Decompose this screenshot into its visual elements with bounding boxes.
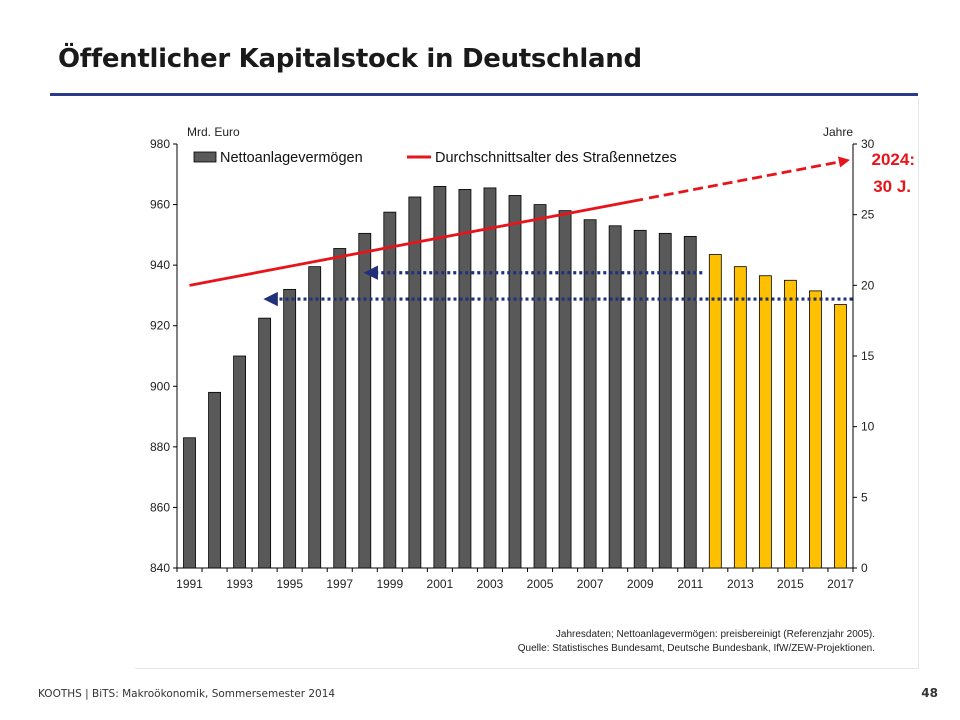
x-tick-label: 1993 bbox=[226, 577, 253, 591]
x-tick-label: 2003 bbox=[477, 577, 504, 591]
annotation-age: 30 J. bbox=[873, 177, 911, 196]
historical-bar bbox=[633, 229, 647, 569]
right-tick-label: 30 bbox=[861, 137, 875, 151]
right-tick-label: 25 bbox=[861, 208, 875, 222]
x-tick-label: 2007 bbox=[577, 577, 604, 591]
historical-bar bbox=[558, 210, 572, 569]
historical-bar bbox=[258, 317, 272, 569]
reference-arrows bbox=[263, 265, 853, 307]
historical-bar bbox=[333, 248, 347, 569]
x-tick-label: 1991 bbox=[176, 577, 203, 591]
chart-legend: Nettoanlagevermögen Durchschnittsalter de… bbox=[193, 150, 677, 166]
historical-bar bbox=[283, 288, 297, 569]
chart-axes: 840 860 880 900 920 940 960 980 0 5 10 15 20 25 30 1991… bbox=[150, 137, 875, 591]
historical-bar bbox=[358, 232, 372, 569]
x-tick-label: 2013 bbox=[727, 577, 754, 591]
left-tick-label: 880 bbox=[150, 440, 170, 454]
historical-bar bbox=[233, 355, 247, 569]
left-axis-label: Mrd. Euro bbox=[187, 125, 240, 139]
footer-text: KOOTHS | BiTS: Makroökonomik, Sommerseme… bbox=[38, 688, 336, 700]
page-number: 48 bbox=[921, 686, 938, 700]
left-tick-label: 840 bbox=[150, 561, 170, 575]
legend-line-label: Durchschnittsalter des Straßennetzes bbox=[435, 150, 677, 166]
right-tick-label: 10 bbox=[861, 420, 875, 434]
projection-bar bbox=[834, 304, 847, 569]
slide-title: Öffentlicher Kapitalstock in Deutschland bbox=[58, 44, 642, 74]
historical-bar bbox=[483, 187, 497, 569]
historical-bar bbox=[433, 186, 447, 569]
road-age-line-projection bbox=[648, 156, 850, 200]
legend-bar-label: Nettoanlagevermögen bbox=[220, 150, 363, 166]
historical-bar bbox=[383, 211, 397, 569]
legend-bar-swatch bbox=[193, 151, 217, 163]
historical-bar bbox=[683, 235, 697, 569]
projection-bar bbox=[783, 279, 797, 569]
historical-bar bbox=[183, 437, 196, 569]
title-divider bbox=[50, 93, 918, 96]
x-tick-label: 1995 bbox=[276, 577, 303, 591]
historical-bar bbox=[208, 391, 221, 569]
right-axis-label: Jahre bbox=[823, 125, 853, 139]
x-tick-label: 2011 bbox=[677, 577, 703, 591]
historical-bar bbox=[533, 204, 547, 569]
left-tick-label: 940 bbox=[150, 258, 170, 272]
capital-stock-bars bbox=[183, 186, 847, 569]
historical-bar bbox=[308, 266, 322, 569]
left-tick-label: 960 bbox=[150, 198, 170, 212]
historical-bar bbox=[658, 232, 672, 569]
chart-panel: 840 860 880 900 920 940 960 980 0 5 10 15 20 25 30 1991… bbox=[135, 98, 919, 669]
x-tick-label: 2001 bbox=[427, 577, 454, 591]
x-tick-label: 2015 bbox=[777, 577, 804, 591]
chart-note-line1: Jahresdaten; Nettoanlagevermögen: preisb… bbox=[556, 629, 875, 640]
right-tick-label: 20 bbox=[861, 278, 875, 292]
x-tick-label: 1999 bbox=[376, 577, 403, 591]
x-tick-label: 2005 bbox=[527, 577, 554, 591]
historical-bar bbox=[458, 189, 472, 569]
left-tick-label: 920 bbox=[150, 319, 170, 333]
left-tick-label: 980 bbox=[150, 137, 170, 151]
historical-bar bbox=[608, 225, 622, 569]
projection-bar bbox=[708, 254, 722, 569]
right-tick-label: 5 bbox=[861, 490, 868, 504]
historical-bar bbox=[408, 196, 422, 569]
annotation-year: 2024: bbox=[872, 150, 915, 169]
x-tick-label: 2009 bbox=[627, 577, 654, 591]
chart-note-line2: Quelle: Statistisches Bundesamt, Deutsch… bbox=[518, 643, 875, 654]
projection-bar bbox=[733, 266, 747, 569]
left-tick-label: 860 bbox=[150, 500, 170, 514]
right-tick-label: 0 bbox=[861, 561, 868, 575]
right-tick-label: 15 bbox=[861, 349, 875, 363]
historical-bar bbox=[508, 195, 522, 569]
left-tick-label: 900 bbox=[150, 379, 170, 393]
road-age-line-actual bbox=[189, 197, 644, 287]
historical-bar bbox=[583, 219, 597, 569]
x-tick-label: 2017 bbox=[827, 577, 854, 591]
road-age-line bbox=[189, 156, 850, 287]
projection-bar bbox=[809, 290, 822, 569]
x-tick-label: 1997 bbox=[326, 577, 353, 591]
projection-bar bbox=[758, 275, 772, 569]
capital-stock-chart: 840 860 880 900 920 940 960 980 0 5 10 15 20 25 30 1991… bbox=[150, 125, 915, 654]
